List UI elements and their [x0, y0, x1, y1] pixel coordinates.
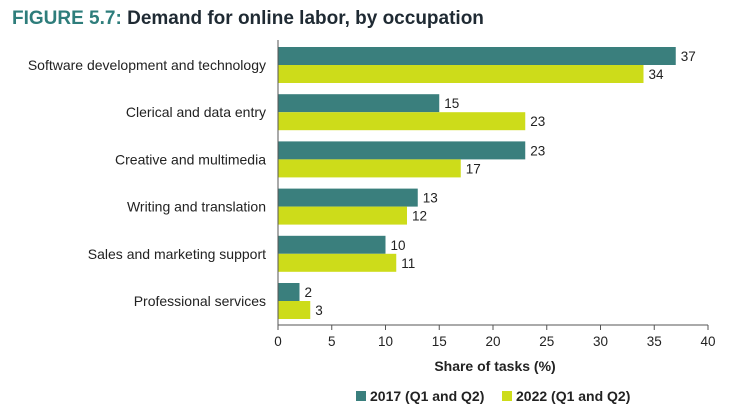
category-label: Creative and multimedia — [115, 151, 266, 167]
data-label: 13 — [423, 191, 438, 206]
data-label: 11 — [401, 256, 415, 271]
data-label: 17 — [466, 161, 481, 176]
data-label: 37 — [681, 49, 696, 64]
data-label: 12 — [412, 209, 427, 224]
x-tick-label: 40 — [700, 334, 715, 349]
bar-series-2 — [278, 159, 461, 178]
x-tick-label: 20 — [485, 334, 500, 349]
x-tick-label: 0 — [274, 334, 282, 349]
data-label: 3 — [315, 303, 323, 318]
bar-series-2 — [278, 301, 311, 319]
value-labels: 37 34 15 23 23 17 13 12 10 11 23 — [305, 49, 696, 318]
x-tick-label: 30 — [593, 334, 608, 349]
data-label: 23 — [530, 143, 545, 158]
legend-label: 2022 (Q1 and Q2) — [516, 388, 630, 404]
data-label: 34 — [649, 67, 665, 82]
x-tick-label: 5 — [328, 334, 336, 349]
bar-series-1 — [278, 47, 676, 65]
data-label: 10 — [391, 238, 406, 253]
data-label: 23 — [530, 114, 545, 129]
x-tick-label: 35 — [647, 334, 662, 349]
category-label: Professional services — [134, 293, 266, 309]
legend-swatch — [356, 391, 366, 401]
bars-layer — [278, 47, 676, 319]
category-label: Software development and technology — [28, 57, 266, 73]
category-label: Clerical and data entry — [126, 104, 266, 120]
data-label: 2 — [305, 285, 313, 300]
figure-title: FIGURE 5.7: Demand for online labor, by … — [12, 8, 484, 30]
figure-title-text: Demand for online labor, by occupation — [127, 8, 484, 29]
legend-label: 2017 (Q1 and Q2) — [370, 388, 484, 404]
x-tick-label: 25 — [539, 334, 554, 349]
bar-series-1 — [278, 94, 440, 113]
category-label: Writing and translation — [127, 199, 266, 215]
category-labels: Software development and technology Cleri… — [28, 57, 266, 309]
x-axis-title: Share of tasks (%) — [434, 358, 555, 374]
bar-series-2 — [278, 253, 397, 272]
x-axis: 0 5 10 15 20 25 30 35 40 — [274, 40, 716, 349]
bar-series-1 — [278, 141, 526, 160]
bar-series-1 — [278, 188, 418, 207]
figure-number: FIGURE 5.7: — [12, 8, 122, 29]
x-tick-label: 15 — [432, 334, 447, 349]
data-label: 15 — [444, 96, 459, 111]
category-label: Sales and marketing support — [88, 246, 266, 262]
bar-series-2 — [278, 112, 526, 131]
bar-series-2 — [278, 206, 407, 225]
bar-series-1 — [278, 283, 300, 301]
legend-swatch — [502, 391, 512, 401]
x-tick-label: 10 — [378, 334, 393, 349]
bar-series-1 — [278, 235, 386, 254]
legend: 2017 (Q1 and Q2) 2022 (Q1 and Q2) — [356, 388, 630, 404]
bar-series-2 — [278, 65, 644, 83]
